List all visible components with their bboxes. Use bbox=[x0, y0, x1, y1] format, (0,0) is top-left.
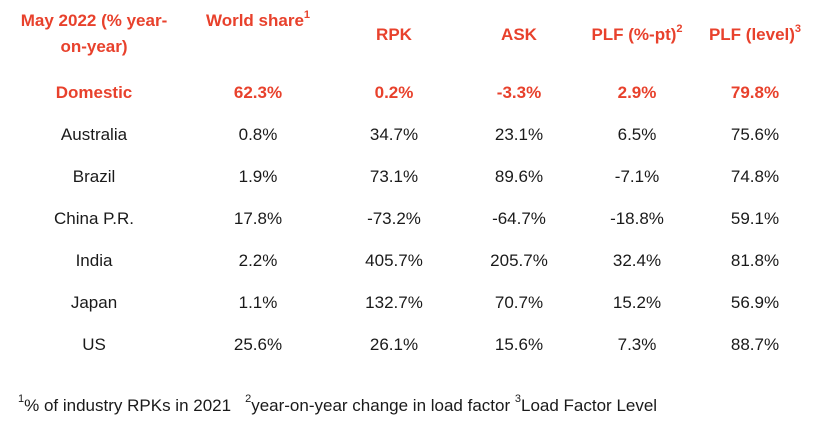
cell-world-share: 62.3% bbox=[233, 83, 283, 102]
footnote-3-text: Load Factor Level bbox=[521, 396, 658, 415]
cell-plf-pt: 6.5% bbox=[617, 125, 657, 144]
table-footnotes: 1% of industry RPKs in 2021 2year-on-year… bbox=[18, 393, 658, 416]
cell-rpk: 0.2% bbox=[374, 83, 414, 102]
cell-rpk: -73.2% bbox=[367, 209, 421, 228]
table-row: China P.R. 17.8% -73.2% -64.7% -18.8% 59… bbox=[0, 198, 827, 240]
cell-ask: 205.7% bbox=[490, 251, 548, 270]
header-world-share-sup: 1 bbox=[303, 9, 311, 22]
cell-world-share: 1.9% bbox=[238, 167, 278, 186]
header-plf-pt-label: PLF (%-pt) bbox=[591, 25, 677, 44]
cell-plf-pt: -18.8% bbox=[610, 209, 664, 228]
header-plf-level: PLF (level)3 bbox=[696, 22, 814, 48]
cell-plf-pt: 15.2% bbox=[612, 293, 662, 312]
header-plf-pt-sup: 2 bbox=[676, 23, 683, 36]
cell-rpk: 132.7% bbox=[365, 293, 423, 312]
footnote-1-text: % of industry RPKs in 2021 bbox=[24, 396, 232, 415]
cell-plf-pt: 32.4% bbox=[612, 251, 662, 270]
row-name: China P.R. bbox=[53, 209, 134, 228]
header-plf-pt: PLF (%-pt)2 bbox=[578, 22, 696, 48]
cell-plf-level: 56.9% bbox=[730, 293, 780, 312]
row-name: Australia bbox=[60, 125, 128, 144]
footnote-3-sup: 3 bbox=[514, 393, 521, 406]
cell-plf-level: 88.7% bbox=[730, 335, 780, 354]
cell-ask: 70.7% bbox=[494, 293, 544, 312]
cell-plf-level: 75.6% bbox=[730, 125, 780, 144]
row-name: India bbox=[75, 251, 113, 270]
table-row: Australia 0.8% 34.7% 23.1% 6.5% 75.6% bbox=[0, 114, 827, 156]
cell-world-share: 1.1% bbox=[238, 293, 278, 312]
table-row: India 2.2% 405.7% 205.7% 32.4% 81.8% bbox=[0, 240, 827, 282]
table-header: May 2022 (% year-on-year) World share1 R… bbox=[0, 0, 827, 70]
footnote-2-sup: 2 bbox=[245, 393, 252, 406]
cell-world-share: 25.6% bbox=[233, 335, 283, 354]
header-plf-level-sup: 3 bbox=[794, 23, 802, 36]
cell-rpk: 405.7% bbox=[365, 251, 423, 270]
cell-ask: -3.3% bbox=[496, 83, 542, 102]
row-name: Japan bbox=[70, 293, 118, 312]
cell-plf-pt: -7.1% bbox=[614, 167, 660, 186]
cell-world-share: 17.8% bbox=[233, 209, 283, 228]
cell-plf-level: 59.1% bbox=[730, 209, 780, 228]
cell-plf-level: 79.8% bbox=[730, 83, 780, 102]
cell-world-share: 0.8% bbox=[238, 125, 278, 144]
cell-rpk: 73.1% bbox=[369, 167, 419, 186]
cell-ask: 23.1% bbox=[494, 125, 544, 144]
header-world-share: World share1 bbox=[188, 8, 328, 34]
cell-ask: -64.7% bbox=[492, 209, 546, 228]
row-name: Domestic bbox=[55, 83, 133, 102]
footnote-2-text: year-on-year change in load factor bbox=[251, 396, 511, 415]
header-plf-level-label: PLF (level) bbox=[708, 25, 795, 44]
header-rpk: RPK bbox=[376, 25, 412, 44]
row-name: US bbox=[82, 335, 106, 354]
table-row: Brazil 1.9% 73.1% 89.6% -7.1% 74.8% bbox=[0, 156, 827, 198]
cell-plf-pt: 7.3% bbox=[617, 335, 657, 354]
cell-world-share: 2.2% bbox=[238, 251, 278, 270]
header-world-share-label: World share bbox=[205, 11, 304, 30]
table-row: Japan 1.1% 132.7% 70.7% 15.2% 56.9% bbox=[0, 282, 827, 324]
header-ask: ASK bbox=[501, 25, 537, 44]
header-period: May 2022 (% year-on-year) bbox=[20, 11, 168, 56]
footnote-1-sup: 1 bbox=[18, 393, 25, 406]
cell-ask: 89.6% bbox=[494, 167, 544, 186]
table-row-domestic: Domestic 62.3% 0.2% -3.3% 2.9% 79.8% bbox=[0, 72, 827, 114]
cell-rpk: 34.7% bbox=[369, 125, 419, 144]
cell-plf-level: 81.8% bbox=[730, 251, 780, 270]
cell-rpk: 26.1% bbox=[369, 335, 419, 354]
cell-plf-level: 74.8% bbox=[730, 167, 780, 186]
table-row: US 25.6% 26.1% 15.6% 7.3% 88.7% bbox=[0, 324, 827, 366]
row-name: Brazil bbox=[72, 167, 116, 186]
cell-plf-pt: 2.9% bbox=[617, 83, 657, 102]
cell-ask: 15.6% bbox=[494, 335, 544, 354]
